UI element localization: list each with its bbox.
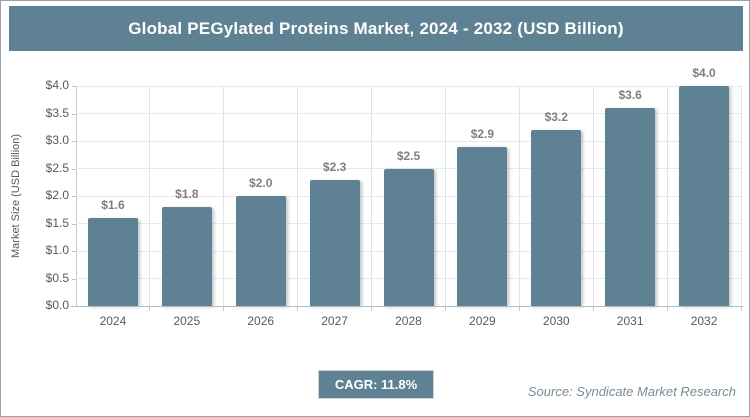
gridline-horizontal (76, 140, 741, 142)
x-tick-mark (740, 307, 742, 311)
bar-value-label: $3.6 (618, 88, 642, 102)
x-tick-mark (297, 307, 299, 311)
bar-2027 (309, 179, 360, 306)
x-tick-label: 2028 (395, 314, 422, 328)
y-tick-label: $3.0 (45, 133, 69, 147)
x-tick-mark (149, 307, 151, 311)
bar-value-label: $2.9 (470, 126, 495, 141)
gridline-horizontal (76, 113, 741, 114)
x-tick-mark (223, 307, 225, 311)
gridline-vertical (518, 86, 520, 306)
x-tick-mark (518, 307, 520, 311)
x-tick-mark (444, 307, 446, 311)
y-tick-mark (72, 113, 76, 115)
y-tick-label: $2.5 (45, 160, 69, 175)
y-tick-label: $4.0 (45, 78, 69, 92)
cagr-badge: CAGR: 11.8% (318, 370, 434, 399)
y-tick-mark (72, 196, 76, 197)
y-tick-mark (72, 168, 76, 170)
x-axis-line (71, 306, 743, 307)
y-tick-mark (72, 141, 76, 142)
source-attribution: Source: Syndicate Market Research (527, 384, 736, 399)
y-tick-mark (72, 251, 76, 252)
x-tick-mark (666, 307, 668, 311)
x-tick-label: 2031 (616, 314, 644, 328)
x-tick-mark (592, 307, 594, 311)
gridline-vertical (297, 86, 299, 306)
y-tick-label: $1.0 (45, 243, 69, 257)
gridline-vertical (371, 86, 373, 306)
x-tick-label: 2029 (469, 314, 496, 328)
bar-value-label: $2.3 (322, 159, 347, 174)
gridline-vertical (149, 86, 151, 306)
chart-title: Global PEGylated Proteins Market, 2024 -… (9, 6, 743, 51)
y-tick-mark (72, 223, 76, 225)
x-tick-mark (371, 307, 373, 311)
bar-2031 (605, 108, 656, 306)
gridline-vertical (444, 86, 446, 306)
bar-value-label: $1.8 (175, 187, 199, 201)
x-tick-label: 2027 (321, 314, 348, 328)
y-tick-label: $0.5 (45, 270, 69, 285)
bar-2029 (457, 146, 508, 306)
bar-value-label: $2.5 (396, 148, 421, 163)
y-tick-mark (72, 278, 76, 280)
bar-2030 (531, 130, 582, 306)
gridline-vertical (223, 86, 225, 306)
bar-2024 (87, 218, 138, 306)
y-axis-line (76, 86, 77, 307)
x-tick-label: 2025 (173, 314, 201, 328)
y-tick-label: $0.0 (45, 298, 69, 312)
gridline-horizontal (76, 85, 741, 87)
bar-2032 (679, 86, 730, 306)
y-tick-label: $1.5 (45, 215, 69, 230)
x-tick-label: 2026 (247, 314, 275, 328)
gridline-vertical (592, 86, 594, 306)
gridline-vertical (740, 86, 742, 306)
plot-area: $1.6 $1.8 $2.0 $2.3 $2.5 $2.9 $3.2 $3.6 $4.0 (76, 66, 742, 306)
bar-2026 (235, 196, 286, 306)
bar-value-label: $1.6 (101, 198, 125, 212)
bar-value-label: $3.2 (544, 110, 568, 124)
bar-2028 (383, 168, 434, 306)
x-tick-label: 2024 (99, 314, 127, 328)
bar-value-label: $4.0 (692, 66, 716, 80)
gridline-vertical (666, 86, 668, 306)
bar-value-label: $2.0 (249, 176, 273, 190)
x-tick-label: 2032 (690, 314, 718, 328)
bar-2025 (161, 207, 212, 306)
x-tick-label: 2030 (542, 314, 570, 328)
y-tick-label: $2.0 (45, 188, 69, 202)
y-tick-label: $3.5 (45, 105, 69, 120)
y-tick-mark (72, 86, 76, 87)
